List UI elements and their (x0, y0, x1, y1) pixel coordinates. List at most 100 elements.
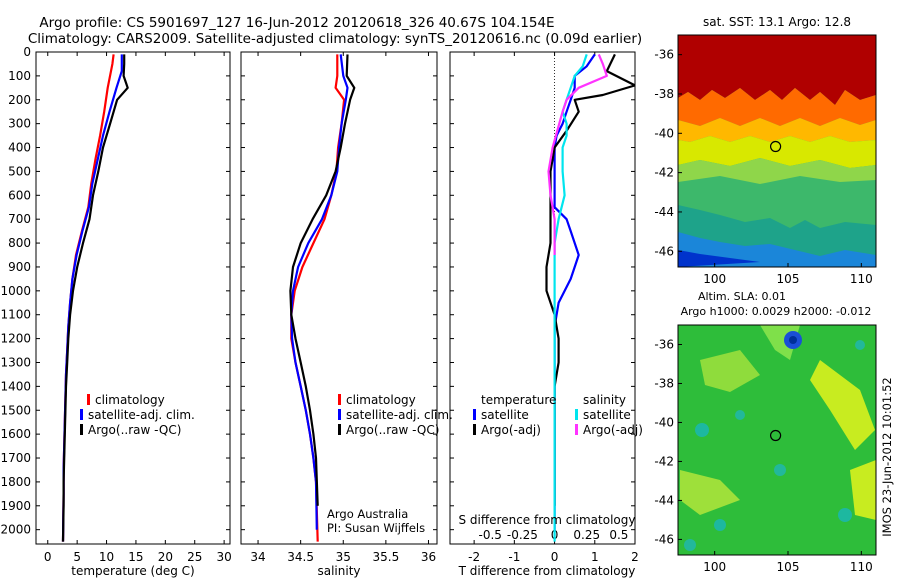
legend-header-salinity: salinity (583, 393, 626, 407)
y-tick-label: 200 (8, 93, 31, 107)
x-tick-label: 0 (44, 550, 52, 564)
x-tick-label: 34 (250, 550, 265, 564)
series-line-s-satellite (553, 54, 588, 542)
y-tick-label: 800 (8, 236, 31, 250)
credit-line1: Argo Australia (327, 507, 408, 521)
difference-panel-frame (449, 51, 636, 545)
legend-label-argo: Argo(..raw -QC) (346, 423, 439, 437)
y-tick-label: 1800 (0, 475, 31, 489)
map-y-tick-label: -44 (654, 493, 674, 507)
s-diff-tick-label: -0.5 (479, 528, 502, 542)
y-tick-label: 400 (8, 141, 31, 155)
y-tick-label: 1600 (0, 427, 31, 441)
legend-swatch-t-satellite (473, 409, 476, 420)
s-difference-xlabel: S difference from climatology (459, 513, 636, 527)
legend-label-climatology: climatology (346, 393, 416, 407)
map-x-tick-label: 110 (850, 272, 873, 286)
series-line-s-argo-adj- (547, 53, 608, 255)
x-tick-label: -1 (508, 550, 520, 564)
figure-title-line1: Argo profile: CS 5901697_127 16-Jun-2012… (39, 15, 554, 31)
s-diff-tick-label: 0.25 (573, 528, 600, 542)
temperature-panel-frame (35, 51, 231, 545)
y-tick-label: 1200 (0, 332, 31, 346)
series-line-argo-raw-qc- (61, 54, 129, 542)
x-tick-label: 34.5 (287, 550, 314, 564)
credit-line2: PI: Susan Wijffels (327, 521, 425, 535)
figure-title-line2: Climatology: CARS2009. Satellite-adjuste… (28, 31, 642, 47)
x-tick-label: 5 (73, 550, 81, 564)
map-y-tick-label: -46 (654, 532, 674, 546)
x-tick-label: 20 (158, 550, 173, 564)
map-y-tick-label: -40 (654, 126, 674, 140)
legend-label-argo: Argo(..raw -QC) (88, 423, 181, 437)
imos-timestamp-label: IMOS 23-Jun-2012 10:01:52 (880, 377, 894, 536)
legend-label-s-satellite: satellite (583, 408, 631, 422)
s-diff-tick-label: -0.25 (507, 528, 538, 542)
legend-label-t-argo: Argo(-adj) (481, 423, 541, 437)
map-y-tick-label: -42 (654, 166, 674, 180)
y-tick-label: 700 (8, 212, 31, 226)
temperature-axes: 0100200300400500600700800900100011001200… (0, 45, 231, 564)
x-tick-label: 15 (128, 550, 143, 564)
y-tick-label: 1300 (0, 355, 31, 369)
sla-map-title-line2: Argo h1000: 0.0029 h2000: -0.012 (681, 305, 872, 318)
legend-swatch-argo (338, 424, 341, 435)
map-y-tick-label: -40 (654, 415, 674, 429)
salinity-profiles (289, 54, 356, 542)
legend-swatch-satellite (338, 409, 341, 420)
legend-swatch-s-satellite (575, 409, 578, 420)
salinity-panel-frame (240, 51, 438, 545)
series-line-t-satellite (553, 53, 596, 530)
legend-swatch-t-argo (473, 424, 476, 435)
sst-map-title: sat. SST: 13.1 Argo: 12.8 (703, 15, 851, 29)
salinity-xlabel: salinity (317, 564, 360, 578)
legend-label-climatology: climatology (95, 393, 165, 407)
sst-map-axes: 100 105 110 -36 -38 -40 -42 -44 -46 (654, 48, 872, 286)
map-y-tick-label: -36 (654, 337, 674, 351)
sla-map-frame (677, 324, 877, 556)
series-line-climatology (290, 54, 346, 542)
y-tick-label: 300 (8, 117, 31, 131)
y-tick-label: 1400 (0, 379, 31, 393)
x-tick-label: 30 (216, 550, 231, 564)
legend-label-s-argo: Argo(-adj) (583, 423, 643, 437)
map-x-tick-label: 110 (850, 560, 873, 574)
argo-float-marker (769, 429, 782, 442)
s-diff-tick-label: 0.5 (609, 528, 628, 542)
y-tick-label: 1700 (0, 451, 31, 465)
difference-legend: temperature salinity satellite Argo(-adj… (473, 393, 643, 437)
legend-swatch-s-argo (575, 424, 578, 435)
temperature-xlabel: temperature (deg C) (71, 564, 194, 578)
legend-swatch-argo (80, 424, 83, 435)
legend-header-temperature: temperature (481, 393, 556, 407)
sla-map-image (678, 325, 876, 555)
map-y-tick-label: -46 (654, 244, 674, 258)
temperature-profiles (61, 54, 129, 542)
series-line-argo-raw-qc- (289, 54, 356, 506)
difference-profiles (545, 53, 635, 542)
map-x-tick-label: 105 (777, 560, 800, 574)
salinity-legend: climatology satellite-adj. clim. Argo(..… (338, 393, 453, 437)
legend-label-satellite: satellite-adj. clim. (346, 408, 453, 422)
y-tick-label: 600 (8, 188, 31, 202)
y-tick-label: 900 (8, 260, 31, 274)
y-tick-label: 1100 (0, 308, 31, 322)
legend-label-satellite: satellite-adj. clim. (88, 408, 195, 422)
argo-float-marker (769, 140, 782, 153)
sla-map-title-line1: Altim. SLA: 0.01 (698, 290, 786, 303)
series-line-satellite-adj-clim- (290, 54, 349, 530)
legend-swatch-climatology (338, 394, 341, 405)
map-y-tick-label: -38 (654, 376, 674, 390)
x-tick-label: 25 (187, 550, 202, 564)
y-tick-label: 0 (23, 45, 31, 59)
difference-axes: -2 -1 0 1 2-0.5 -0.25 0 0.25 0.5 (450, 51, 639, 564)
sst-map-frame (677, 34, 877, 268)
map-y-tick-label: -42 (654, 454, 674, 468)
t-difference-xlabel: T difference from climatology (458, 564, 636, 578)
map-y-tick-label: -44 (654, 205, 674, 219)
y-tick-label: 100 (8, 69, 31, 83)
y-tick-label: 1900 (0, 499, 31, 513)
map-x-tick-label: 100 (703, 560, 726, 574)
legend-swatch-satellite (80, 409, 83, 420)
